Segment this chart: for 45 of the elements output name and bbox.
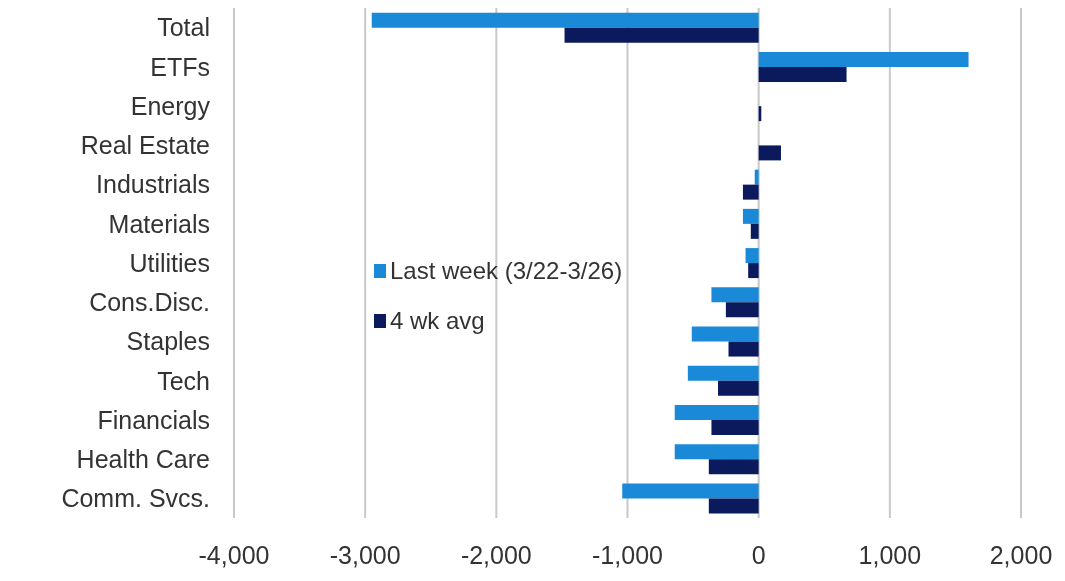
bar: [748, 263, 759, 279]
bar: [745, 248, 759, 264]
bar: [742, 208, 759, 224]
x-tick-label: 1,000: [858, 540, 922, 569]
y-tick-label: Energy: [130, 91, 211, 120]
bar: [564, 27, 759, 43]
y-tick-label: Financials: [97, 405, 210, 434]
bar: [708, 498, 759, 514]
y-tick-label: Utilities: [129, 248, 210, 277]
bar: [711, 420, 759, 436]
y-tick-label: Staples: [126, 327, 210, 356]
bar: [622, 483, 759, 499]
bar: [725, 302, 759, 318]
bar: [758, 145, 781, 161]
legend-label: Last week (3/22-3/26): [390, 256, 623, 286]
bar: [711, 287, 759, 303]
bar: [718, 380, 759, 396]
bar: [750, 223, 759, 239]
y-tick-label: Industrials: [96, 170, 210, 199]
x-tick-label: 2,000: [989, 540, 1053, 569]
y-tick-label: Health Care: [76, 445, 210, 474]
x-tick-label: -1,000: [592, 540, 663, 569]
bar: [674, 444, 759, 460]
x-tick-label: -4,000: [198, 540, 270, 569]
y-tick-label: Real Estate: [80, 131, 210, 160]
legend-label: 4 wk avg: [390, 306, 485, 336]
bar: [674, 405, 759, 421]
y-tick-label: Cons.Disc.: [89, 288, 210, 317]
bar: [708, 459, 759, 475]
bar: [758, 66, 847, 82]
x-tick-label: 0: [751, 540, 766, 569]
bar: [754, 169, 759, 185]
y-tick-label: Materials: [108, 209, 210, 238]
y-tick-label: Comm. Svcs.: [61, 484, 210, 513]
bar: [687, 365, 759, 381]
y-tick-label: Tech: [157, 366, 210, 395]
bar: [371, 12, 759, 28]
bar: [742, 184, 759, 200]
x-tick-label: -2,000: [460, 540, 532, 569]
bar: [691, 326, 759, 342]
bar: [758, 51, 969, 67]
y-tick-label: Total: [157, 13, 210, 42]
x-tick-label: -3,000: [329, 540, 401, 569]
bar: [728, 341, 759, 357]
y-tick-label: ETFs: [150, 52, 210, 81]
